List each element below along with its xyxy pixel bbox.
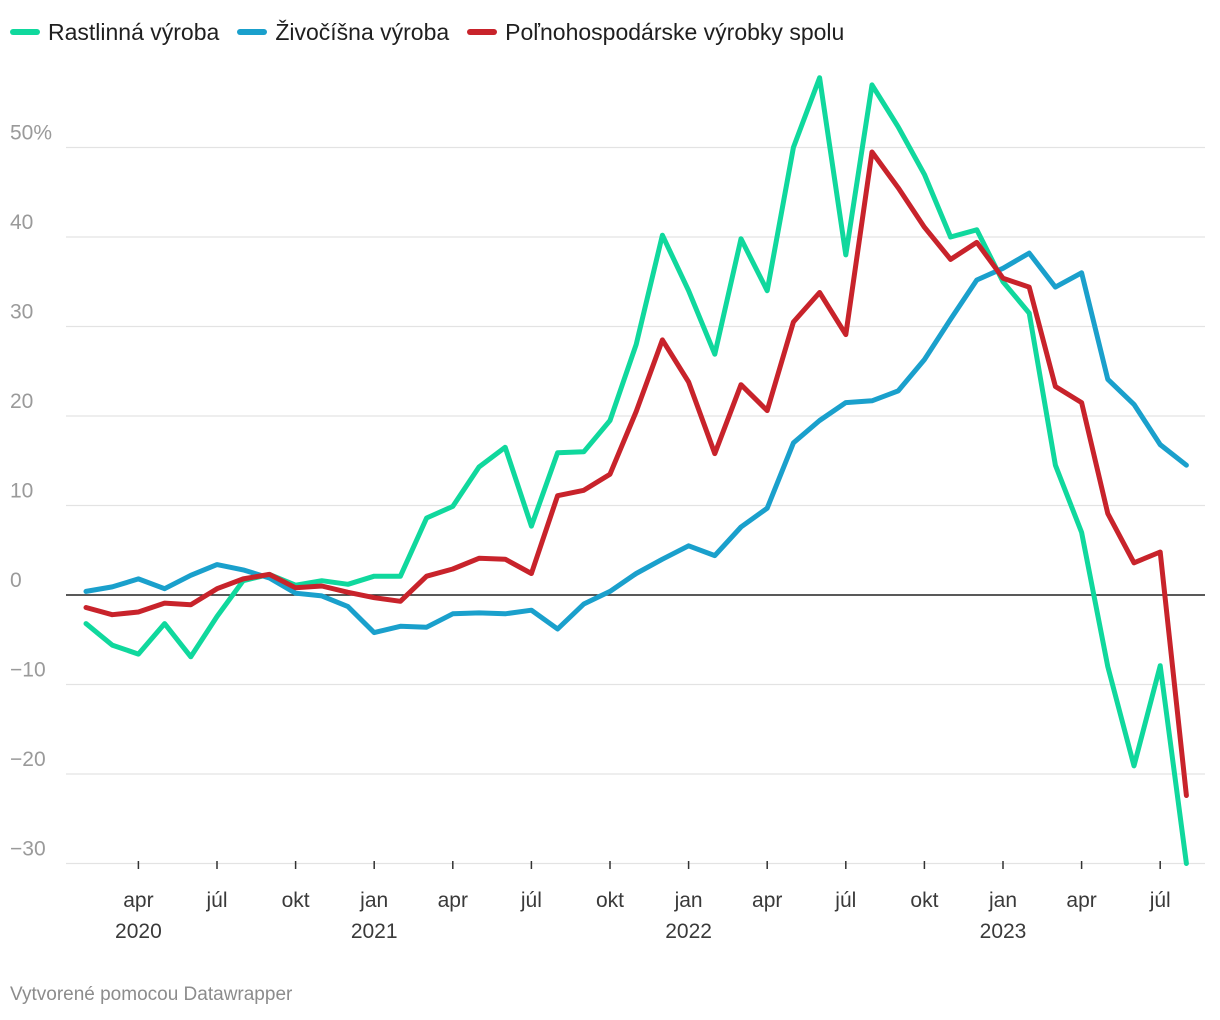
- legend-item-spolu: Poľnohospodárske výrobky spolu: [467, 19, 844, 46]
- x-tick-label: okt: [282, 889, 310, 912]
- y-tick-label: 0: [10, 569, 22, 592]
- legend-label-spolu: Poľnohospodárske výrobky spolu: [505, 18, 845, 45]
- y-tick-label: 40: [10, 211, 33, 234]
- legend-label-rastlinna: Rastlinná výroba: [48, 18, 220, 45]
- legend-swatch-zivocisna: [237, 29, 268, 35]
- x-tick-label: okt: [910, 889, 938, 912]
- y-tick-label: 10: [10, 480, 33, 503]
- series-line-zivocisna: [83, 250, 1189, 636]
- y-tick-label: 20: [10, 390, 33, 413]
- x-tick-label: júl: [205, 889, 227, 912]
- x-tick-label: apr: [752, 889, 782, 912]
- x-tick-label: apr: [438, 889, 468, 912]
- legend-swatch-spolu: [467, 29, 498, 35]
- x-tick-label: júl: [834, 889, 856, 912]
- x-tick-label: okt: [596, 889, 624, 912]
- y-tick-label: −10: [10, 659, 46, 682]
- y-tick-label: −30: [10, 838, 46, 861]
- x-tick-label: jan: [359, 889, 388, 912]
- legend-swatch-rastlinna: [10, 29, 40, 35]
- x-tick-label: apr: [123, 889, 153, 912]
- legend-item-rastlinna: Rastlinná výroba: [10, 19, 219, 46]
- y-tick-label: 30: [10, 301, 33, 324]
- x-tick-label: jan: [988, 889, 1017, 912]
- x-tick-label: júl: [1149, 889, 1171, 912]
- x-tick-label: jan: [674, 889, 703, 912]
- legend-label-zivocisna: Živočíšna výroba: [275, 18, 450, 45]
- series-line-rastlinna: [83, 75, 1189, 866]
- x-tick-label: júl: [520, 889, 542, 912]
- y-tick-label: −20: [10, 748, 46, 771]
- footer-credit: Vytvorené pomocou Datawrapper: [10, 984, 293, 1005]
- x-year-label: 2020: [115, 920, 162, 943]
- x-year-label: 2021: [351, 920, 398, 943]
- x-year-label: 2022: [665, 920, 712, 943]
- legend-item-zivocisna: Živočíšna výroba: [237, 19, 449, 46]
- x-tick-label: apr: [1066, 889, 1096, 912]
- y-tick-label: 50%: [10, 122, 52, 145]
- series-line-spolu: [83, 149, 1189, 798]
- chart-legend: Rastlinná výroba Živočíšna výroba Poľnoh…: [10, 14, 862, 50]
- x-year-label: 2023: [980, 920, 1027, 943]
